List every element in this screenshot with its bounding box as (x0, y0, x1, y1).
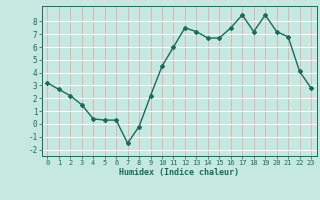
X-axis label: Humidex (Indice chaleur): Humidex (Indice chaleur) (119, 168, 239, 177)
